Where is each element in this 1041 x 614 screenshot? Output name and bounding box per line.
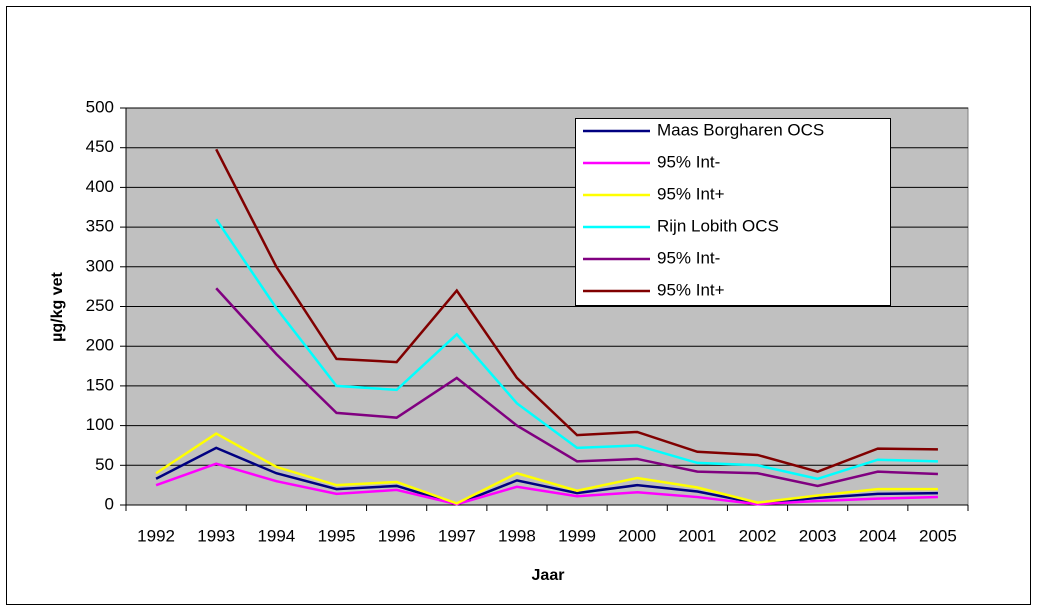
- x-tick-label: 2001: [678, 526, 716, 545]
- x-tick-label: 1999: [558, 526, 596, 545]
- legend-label: 95% Int-: [657, 248, 720, 267]
- y-tick-label: 0: [105, 494, 114, 513]
- x-axis-title: Jaar: [532, 567, 565, 584]
- y-tick-label: 200: [86, 336, 114, 355]
- y-tick-label: 100: [86, 415, 114, 434]
- x-tick-label: 1997: [438, 526, 476, 545]
- x-tick-label: 1998: [498, 526, 536, 545]
- y-tick-label: 150: [86, 375, 114, 394]
- x-tick-label: 2000: [618, 526, 656, 545]
- x-tick-label: 1995: [318, 526, 356, 545]
- x-tick-label: 2005: [919, 526, 957, 545]
- y-tick-label: 50: [95, 455, 114, 474]
- y-tick-label: 500: [86, 97, 114, 116]
- y-tick-label: 400: [86, 177, 114, 196]
- series-line: [215, 287, 938, 488]
- x-tick-label: 1994: [257, 526, 295, 545]
- x-tick-label: 1996: [378, 526, 416, 545]
- y-tick-label: 300: [86, 256, 114, 275]
- series-line: [155, 432, 938, 505]
- x-tick-label: 1992: [137, 526, 175, 545]
- x-tick-label: 2002: [739, 526, 777, 545]
- x-tick-label: 2004: [859, 526, 897, 545]
- x-tick-label: 1993: [197, 526, 235, 545]
- legend-box: [575, 118, 891, 306]
- y-tick-label: 450: [86, 137, 114, 156]
- series-line: [215, 148, 938, 473]
- series-line: [215, 218, 938, 481]
- legend-label: 95% Int+: [657, 280, 725, 299]
- y-axis-title: µg/kg vet: [49, 271, 66, 341]
- y-tick-label: 250: [86, 296, 114, 315]
- legend-label: Maas Borgharen OCS: [657, 120, 824, 139]
- legend-label: 95% Int+: [657, 184, 725, 203]
- x-tick-label: 2003: [799, 526, 837, 545]
- y-tick-label: 350: [86, 217, 114, 236]
- series-line: [155, 446, 938, 506]
- series-line: [155, 462, 938, 506]
- legend-label: Rijn Lobith OCS: [657, 216, 779, 235]
- legend-label: 95% Int-: [657, 152, 720, 171]
